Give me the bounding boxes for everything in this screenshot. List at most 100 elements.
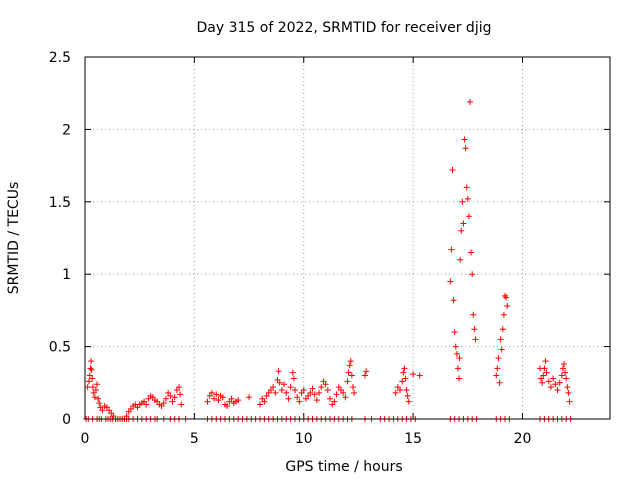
y-tick-label: 1.5: [49, 195, 71, 211]
y-tick-label: 0: [62, 412, 71, 428]
data-point: [401, 365, 408, 372]
data-point: [563, 375, 570, 382]
data-point: [316, 389, 323, 396]
data-point: [554, 387, 561, 394]
data-point: [500, 311, 507, 318]
x-tick-label: 10: [295, 431, 313, 447]
data-point: [331, 398, 338, 405]
data-point: [550, 375, 557, 382]
data-point: [496, 379, 503, 386]
data-point: [261, 398, 268, 405]
data-point: [468, 249, 475, 256]
data-point: [493, 372, 500, 379]
x-tick-labels: 0 5 10 15 20: [81, 431, 532, 447]
data-point: [88, 366, 95, 373]
data-point: [460, 220, 467, 227]
data-point: [495, 355, 502, 362]
data-point: [307, 389, 314, 396]
data-point: [257, 401, 263, 408]
data-point: [542, 358, 549, 365]
x-tick-label: 15: [404, 431, 422, 447]
data-point: [463, 184, 470, 191]
data-point: [313, 397, 320, 404]
data-point: [294, 394, 301, 401]
data-point: [300, 387, 307, 394]
y-tick-labels: 0 0.5 1 1.5 2 2.5: [49, 50, 71, 428]
data-point: [99, 407, 106, 414]
data-point: [281, 381, 288, 388]
data-point: [416, 372, 423, 379]
data-point: [565, 389, 572, 396]
data-point: [465, 213, 472, 220]
x-tick-label: 0: [81, 431, 90, 447]
data-point: [91, 394, 98, 401]
x-tick-label: 5: [190, 431, 199, 447]
data-point: [556, 379, 563, 386]
data-point: [552, 381, 559, 388]
data-point: [502, 292, 508, 299]
data-point: [228, 395, 235, 402]
data-point: [540, 372, 547, 379]
data-point: [88, 358, 95, 365]
data-point: [84, 384, 91, 391]
data-point: [400, 369, 407, 376]
data-point: [344, 378, 351, 385]
data-point: [449, 166, 456, 173]
data-point: [347, 358, 354, 365]
data-point: [469, 271, 476, 278]
data-point: [559, 365, 566, 372]
y-tick-label: 1: [62, 267, 71, 283]
data-point: [318, 384, 325, 391]
data-point: [176, 384, 183, 391]
data-point: [342, 394, 349, 401]
data-point: [311, 391, 318, 398]
data-point: [351, 389, 358, 396]
data-point: [246, 394, 253, 401]
data-point: [457, 256, 464, 263]
data-point: [399, 378, 406, 385]
data-point: [85, 378, 92, 385]
data-point: [397, 387, 403, 394]
data-point: [562, 369, 569, 376]
data-point: [89, 384, 96, 391]
data-point: [461, 136, 468, 143]
data-point: [558, 372, 565, 379]
data-point: [539, 379, 546, 386]
data-point: [497, 336, 504, 343]
data-point: [162, 395, 169, 402]
data-point: [143, 401, 150, 408]
data-point: [89, 375, 96, 382]
data-point: [292, 387, 298, 394]
data-point: [270, 384, 277, 391]
data-point: [410, 371, 417, 378]
data-point: [404, 392, 411, 399]
data-point: [402, 375, 409, 382]
data-point: [340, 389, 347, 396]
data-point: [472, 336, 479, 343]
data-point: [278, 387, 285, 394]
data-point: [296, 398, 303, 405]
data-point: [459, 198, 466, 205]
data-point: [324, 387, 331, 394]
data-point: [499, 326, 506, 333]
grid-lines: [85, 57, 610, 419]
data-point: [177, 391, 184, 398]
data-point: [211, 395, 218, 402]
data-point: [213, 391, 220, 398]
data-point: [178, 401, 185, 408]
data-point: [452, 343, 459, 350]
data-point: [543, 369, 550, 376]
data-point: [169, 398, 176, 405]
data-point: [215, 397, 222, 404]
data-point: [327, 395, 333, 402]
data-point: [95, 395, 102, 402]
data-point: [451, 329, 458, 336]
x-axis-label: GPS time / hours: [285, 459, 402, 475]
data-point: [204, 398, 211, 405]
data-point: [462, 145, 469, 152]
data-point: [547, 384, 554, 391]
data-point: [566, 398, 573, 405]
data-point: [403, 387, 410, 394]
data-point: [564, 384, 571, 391]
